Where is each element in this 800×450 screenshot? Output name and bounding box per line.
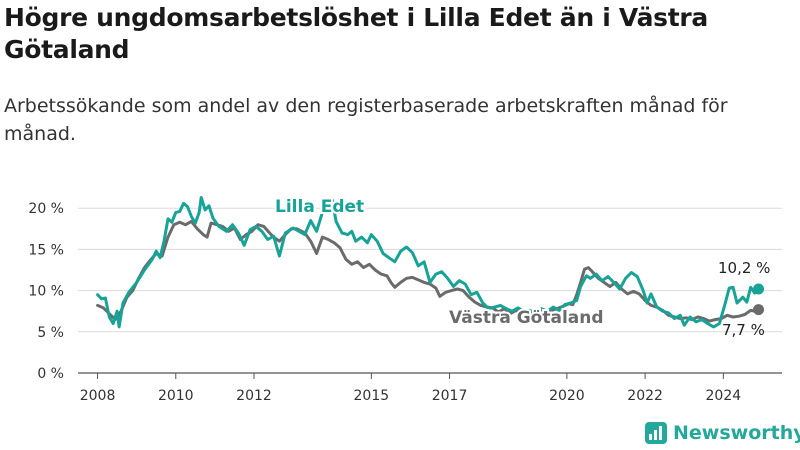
newsworthy-logo-icon xyxy=(645,422,667,444)
chart-subtitle: Arbetssökande som andel av den registerb… xyxy=(4,95,728,145)
series-label-vastra-gotaland: Västra Götaland xyxy=(449,308,604,328)
x-tick-label: 2015 xyxy=(354,388,390,404)
y-tick-label: 15 % xyxy=(28,242,64,258)
brand-name: Newsworthy xyxy=(673,422,800,444)
chart-title: Högre ungdomsarbetslöshet i Lilla Edet ä… xyxy=(4,3,708,64)
x-tick-label: 2024 xyxy=(706,388,742,404)
x-tick-label: 2010 xyxy=(158,388,194,404)
y-tick-label: 10 % xyxy=(28,284,64,300)
series-line-lilla-edet xyxy=(96,196,760,329)
end-point-lilla-edet xyxy=(753,283,765,295)
newsworthy-brand[interactable]: Newsworthy xyxy=(645,420,800,446)
end-point-vastra-gotaland xyxy=(753,304,765,316)
grid-lines xyxy=(78,207,782,374)
series-labels: Lilla Edet Västra Götaland 10,2 % 7,7 % xyxy=(273,195,770,339)
x-tick-label: 2017 xyxy=(432,388,468,404)
y-tick-label: 20 % xyxy=(28,201,64,217)
y-tick-label: 0 % xyxy=(37,366,64,382)
end-value-label-lilla-edet: 10,2 % xyxy=(718,259,770,277)
axes: 0 % 5 % 10 % 15 % 20 % 2008 2010 2012 2015 2017 20… xyxy=(28,201,741,404)
x-tick-label: 2012 xyxy=(236,388,272,404)
end-value-label-vastra-gotaland: 7,7 % xyxy=(722,321,765,339)
x-tick-label: 2020 xyxy=(549,388,585,404)
x-tick-label: 2008 xyxy=(80,388,116,404)
series-lines xyxy=(96,196,765,329)
y-tick-label: 5 % xyxy=(37,325,64,341)
series-label-lilla-edet: Lilla Edet xyxy=(275,197,364,217)
x-tick-label: 2022 xyxy=(627,388,663,404)
